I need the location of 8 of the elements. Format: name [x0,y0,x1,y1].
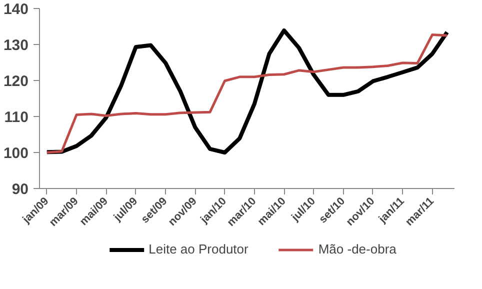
legend-label: Leite ao Produtor [148,242,248,256]
y-tick-label: 140 [3,1,29,18]
y-tick-label: 100 [3,145,29,162]
y-tick-label: 130 [3,37,29,54]
y-tick-label: 110 [4,109,29,126]
y-tick-label: 120 [3,73,29,90]
y-tick-label: 90 [12,181,29,198]
legend-label: Mão -de-obra [318,242,396,256]
